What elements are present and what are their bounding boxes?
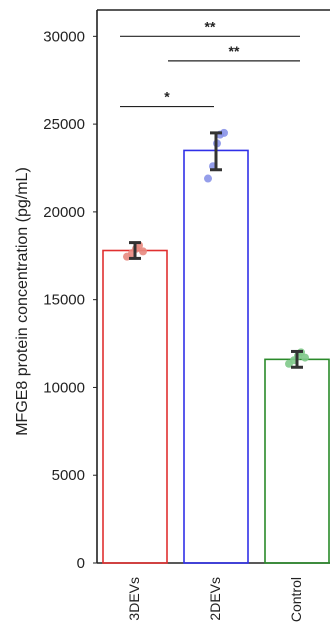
x-tick-label-control: Control <box>288 577 304 622</box>
data-point <box>139 247 147 256</box>
y-tick-label: 15000 <box>43 292 85 309</box>
y-tick-label: 10000 <box>43 379 85 396</box>
significance-brackets: ***** <box>120 18 300 108</box>
y-tick-label: 5000 <box>52 467 85 484</box>
bar-3devs <box>102 249 168 564</box>
axes <box>93 9 330 564</box>
data-point <box>301 353 309 362</box>
data-point <box>220 128 228 137</box>
error-bars <box>129 131 303 369</box>
bar-2devs <box>183 149 249 564</box>
y-tick-label: 0 <box>77 555 85 572</box>
significance-label: * <box>164 89 170 105</box>
y-tick-label: 30000 <box>43 28 85 45</box>
significance-label: ** <box>205 18 216 34</box>
y-axis-title: MFGE8 protein concentration (pg/mL) <box>14 167 31 436</box>
data-point <box>204 174 212 183</box>
x-tick-label-3devs: 3DEVs <box>126 577 142 621</box>
significance-label: ** <box>229 43 240 59</box>
tick-labels: 0 5000 10000 15000 20000 25000 30000 MFGE8 prot… <box>14 28 304 622</box>
y-tick-label: 20000 <box>43 204 85 221</box>
bar-control <box>264 358 330 564</box>
y-tick-label: 25000 <box>43 116 85 133</box>
x-tick-label-2devs: 2DEVs <box>207 577 223 621</box>
